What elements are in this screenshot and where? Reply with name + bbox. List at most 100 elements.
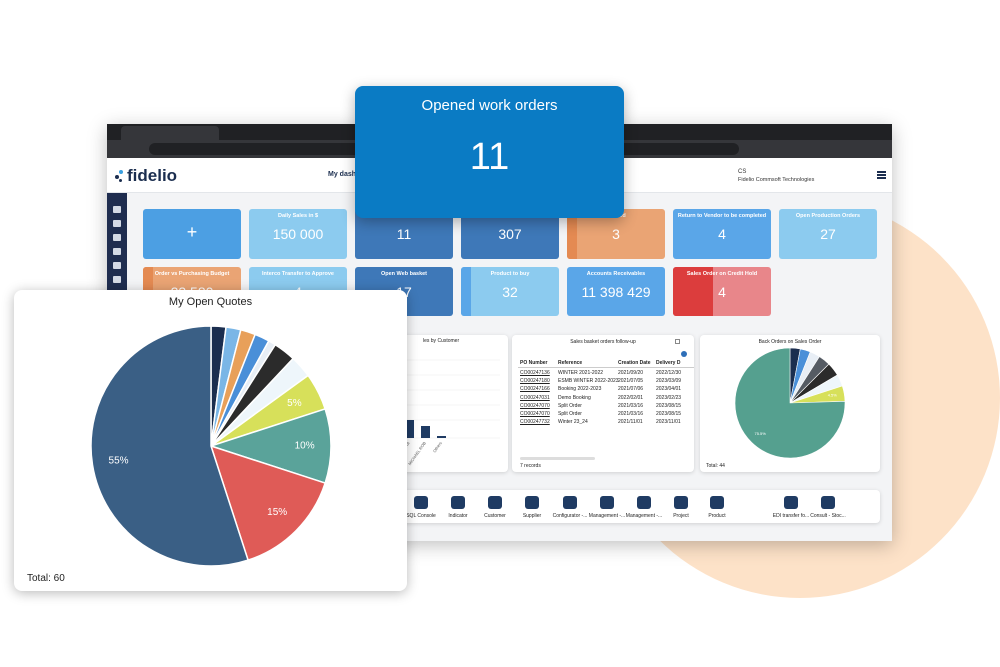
kpi-tile[interactable]: Accounts Receivables 11 398 429 bbox=[567, 267, 665, 316]
po-link[interactable]: CO00247136 bbox=[520, 370, 550, 376]
shortcut-icon[interactable] bbox=[600, 496, 614, 509]
po-link[interactable]: CO00247070 bbox=[520, 411, 550, 417]
highlight-card: Opened work orders 11 bbox=[355, 86, 624, 218]
settings-button[interactable] bbox=[681, 351, 687, 357]
tile-stripe bbox=[461, 267, 471, 316]
logo-dot bbox=[119, 179, 122, 182]
kpi-tile[interactable]: Return to Vendor to be completed 4 bbox=[673, 209, 771, 259]
open-quotes-title: My Open Quotes bbox=[168, 296, 253, 308]
slice-label: 55% bbox=[109, 455, 129, 466]
tile-title: Sales Order on Credit Hold bbox=[686, 271, 758, 277]
table-cell: 2021/11/01 bbox=[618, 419, 643, 426]
browser-tab[interactable] bbox=[121, 126, 219, 140]
table-cell: 2022/12/30 bbox=[656, 370, 682, 376]
widget-title: Sales basket orders follow-up bbox=[570, 339, 636, 345]
shortcut-icon[interactable] bbox=[563, 496, 577, 509]
shortcut-label[interactable]: Consult - Stoc... bbox=[810, 513, 846, 519]
shortcut-icon[interactable] bbox=[821, 496, 835, 509]
table-cell: 2023/08/15 bbox=[656, 402, 682, 409]
po-link[interactable]: CO00247070 bbox=[520, 402, 550, 409]
shortcut-label[interactable]: Supplier bbox=[522, 513, 542, 519]
slice-label: 75.5% bbox=[754, 431, 766, 436]
bar bbox=[421, 426, 430, 438]
tile-title: Product to buy bbox=[490, 271, 530, 277]
table-cell: Split Order bbox=[558, 402, 582, 409]
slice-label: 4.5% bbox=[828, 393, 838, 398]
expand-button[interactable] bbox=[675, 339, 680, 344]
back-orders-pie: 4.5% 75.5% bbox=[734, 347, 846, 459]
pie-slice bbox=[90, 325, 250, 567]
po-link[interactable]: CO00247031 bbox=[520, 394, 550, 401]
shortcut-icon[interactable] bbox=[451, 496, 465, 509]
shortcut-label[interactable]: Configurator -... bbox=[552, 513, 588, 519]
shortcut-label[interactable]: Management -... bbox=[625, 513, 663, 519]
kpi-tile[interactable]: Sales Order on Credit Hold 4 bbox=[673, 267, 771, 316]
pie-slice bbox=[208, 407, 332, 485]
tile-title: Open Web basket bbox=[380, 271, 428, 277]
logo-dot bbox=[115, 175, 119, 179]
kpi-tile[interactable]: Product to buy 32 bbox=[461, 267, 559, 316]
table-cell: 2021/03/16 bbox=[618, 402, 644, 409]
shortcut-label[interactable]: Management -... bbox=[588, 513, 626, 519]
menu-button[interactable] bbox=[877, 171, 886, 179]
po-link[interactable]: CO00247732 bbox=[520, 419, 550, 426]
table-cell: 2023/08/15 bbox=[656, 411, 682, 417]
sidebar-icon[interactable] bbox=[113, 234, 121, 241]
shortcut-label[interactable]: Project bbox=[673, 513, 689, 519]
table-cell: Split Order bbox=[558, 411, 582, 417]
tile-value: 4 bbox=[718, 226, 726, 242]
shortcut-label[interactable]: Customer bbox=[484, 513, 506, 519]
shortcut-label[interactable]: SQL Console bbox=[406, 513, 436, 519]
sidebar-icon[interactable] bbox=[113, 206, 121, 213]
logo-dots bbox=[115, 170, 125, 182]
tile-value: 11 bbox=[396, 226, 412, 242]
table-header: Reference bbox=[558, 360, 583, 366]
kpi-tile[interactable]: + bbox=[143, 209, 241, 259]
tile-title: Accounts Receivables bbox=[586, 271, 646, 277]
shortcut-label[interactable]: Product bbox=[708, 513, 726, 519]
company-name: Fidelio Commsoft Technologies bbox=[738, 177, 815, 183]
tile-title: Daily Sales in $ bbox=[277, 213, 319, 219]
table-cell: Booking 2022-2023 bbox=[558, 386, 602, 393]
sidebar-icon[interactable] bbox=[113, 220, 121, 227]
pie-slice bbox=[734, 347, 846, 459]
tile-value: 150 000 bbox=[272, 226, 324, 242]
tile-value: 307 bbox=[498, 226, 522, 242]
table-cell: Demo Booking bbox=[558, 394, 591, 401]
shortcut-icon[interactable] bbox=[637, 496, 651, 509]
widget-title: Back Orders on Sales Order bbox=[758, 339, 822, 345]
table-cell: 2022/02/01 bbox=[618, 394, 644, 401]
shortcut-icon[interactable] bbox=[710, 496, 724, 509]
bar bbox=[405, 420, 414, 438]
shortcut-icon[interactable] bbox=[525, 496, 539, 509]
shortcut-icon[interactable] bbox=[488, 496, 502, 509]
dashboard-tab[interactable]: My dash bbox=[328, 171, 357, 178]
tile-value: 3 bbox=[612, 226, 620, 242]
table-cell: 2023/02/23 bbox=[656, 394, 682, 401]
shortcut-label[interactable]: Indicator bbox=[448, 513, 468, 519]
company-code: CS bbox=[738, 169, 747, 175]
shortcut-icon[interactable] bbox=[414, 496, 428, 509]
tile-title: Return to Vendor to be completed bbox=[677, 213, 767, 219]
shortcut-icon[interactable] bbox=[784, 496, 798, 509]
sidebar-icon[interactable] bbox=[113, 262, 121, 269]
po-link[interactable]: CO00247166 bbox=[520, 386, 550, 393]
menu-line bbox=[877, 174, 886, 176]
highlight-value: 11 bbox=[469, 136, 510, 178]
po-link[interactable]: CO00247180 bbox=[520, 378, 550, 385]
sidebar-icon[interactable] bbox=[113, 248, 121, 255]
shortcut-icon[interactable] bbox=[674, 496, 688, 509]
sidebar-icon[interactable] bbox=[113, 276, 121, 283]
x-tick-label: Others bbox=[432, 441, 443, 454]
table-header: Delivery D bbox=[656, 360, 681, 366]
shortcut-label[interactable]: EDI transfer fo... bbox=[772, 513, 810, 519]
logo-dot bbox=[119, 170, 123, 174]
tile-value: 27 bbox=[820, 226, 836, 242]
kpi-tile[interactable]: Open Production Orders 27 bbox=[779, 209, 877, 259]
table-cell: 2021/07/05 bbox=[618, 378, 644, 385]
table-cell: 2021/07/06 bbox=[618, 386, 644, 393]
kpi-tile[interactable]: Daily Sales in $ 150 000 bbox=[249, 209, 347, 259]
table-header-rule bbox=[518, 367, 694, 368]
table-cell: 2021/09/20 bbox=[618, 370, 644, 376]
